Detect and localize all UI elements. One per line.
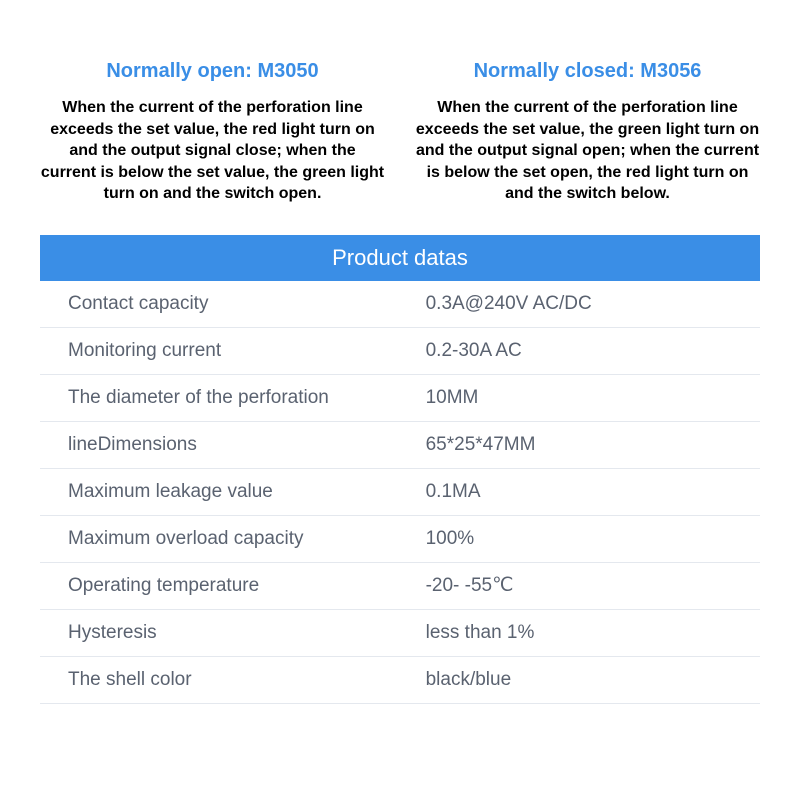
table-cell-value: 10MM bbox=[422, 377, 760, 419]
header-columns: Normally open: M3050 When the current of… bbox=[40, 60, 760, 205]
table-cell-value: black/blue bbox=[422, 659, 760, 701]
table-row: Maximum leakage value0.1MA bbox=[40, 469, 760, 516]
table-row: Hysteresisless than 1% bbox=[40, 610, 760, 657]
header-col-closed-title: Normally closed: M3056 bbox=[415, 60, 760, 83]
table-cell-label: lineDimensions bbox=[40, 424, 422, 466]
table-cell-value: 0.1MA bbox=[422, 471, 760, 513]
header-col-closed: Normally closed: M3056 When the current … bbox=[415, 60, 760, 205]
product-data-table: Product datas Contact capacity0.3A@240V … bbox=[40, 235, 760, 704]
table-row: Contact capacity0.3A@240V AC/DC bbox=[40, 281, 760, 328]
table-row: The diameter of the perforation10MM bbox=[40, 375, 760, 422]
table-title: Product datas bbox=[40, 235, 760, 281]
table-cell-value: less than 1% bbox=[422, 612, 760, 654]
table-cell-label: Contact capacity bbox=[40, 283, 422, 325]
page: Normally open: M3050 When the current of… bbox=[0, 0, 800, 800]
table-cell-label: Maximum overload capacity bbox=[40, 518, 422, 560]
table-cell-value: 0.2-30A AC bbox=[422, 330, 760, 372]
table-row: Maximum overload capacity100% bbox=[40, 516, 760, 563]
table-cell-label: The shell color bbox=[40, 659, 422, 701]
table-row: The shell colorblack/blue bbox=[40, 657, 760, 704]
table-cell-value: 100% bbox=[422, 518, 760, 560]
header-col-open: Normally open: M3050 When the current of… bbox=[40, 60, 385, 205]
table-cell-label: The diameter of the perforation bbox=[40, 377, 422, 419]
table-row: Operating temperature-20- -55℃ bbox=[40, 563, 760, 610]
table-cell-value: 65*25*47MM bbox=[422, 424, 760, 466]
table-cell-value: -20- -55℃ bbox=[422, 564, 760, 607]
header-col-closed-body: When the current of the perforation line… bbox=[415, 97, 760, 205]
table-row: lineDimensions65*25*47MM bbox=[40, 422, 760, 469]
table-cell-label: Hysteresis bbox=[40, 612, 422, 654]
table-cell-label: Operating temperature bbox=[40, 565, 422, 607]
table-cell-label: Monitoring current bbox=[40, 330, 422, 372]
table-body: Contact capacity0.3A@240V AC/DCMonitorin… bbox=[40, 281, 760, 704]
header-col-open-body: When the current of the perforation line… bbox=[40, 97, 385, 205]
table-cell-value: 0.3A@240V AC/DC bbox=[422, 283, 760, 325]
table-cell-label: Maximum leakage value bbox=[40, 471, 422, 513]
header-col-open-title: Normally open: M3050 bbox=[40, 60, 385, 83]
table-row: Monitoring current0.2-30A AC bbox=[40, 328, 760, 375]
